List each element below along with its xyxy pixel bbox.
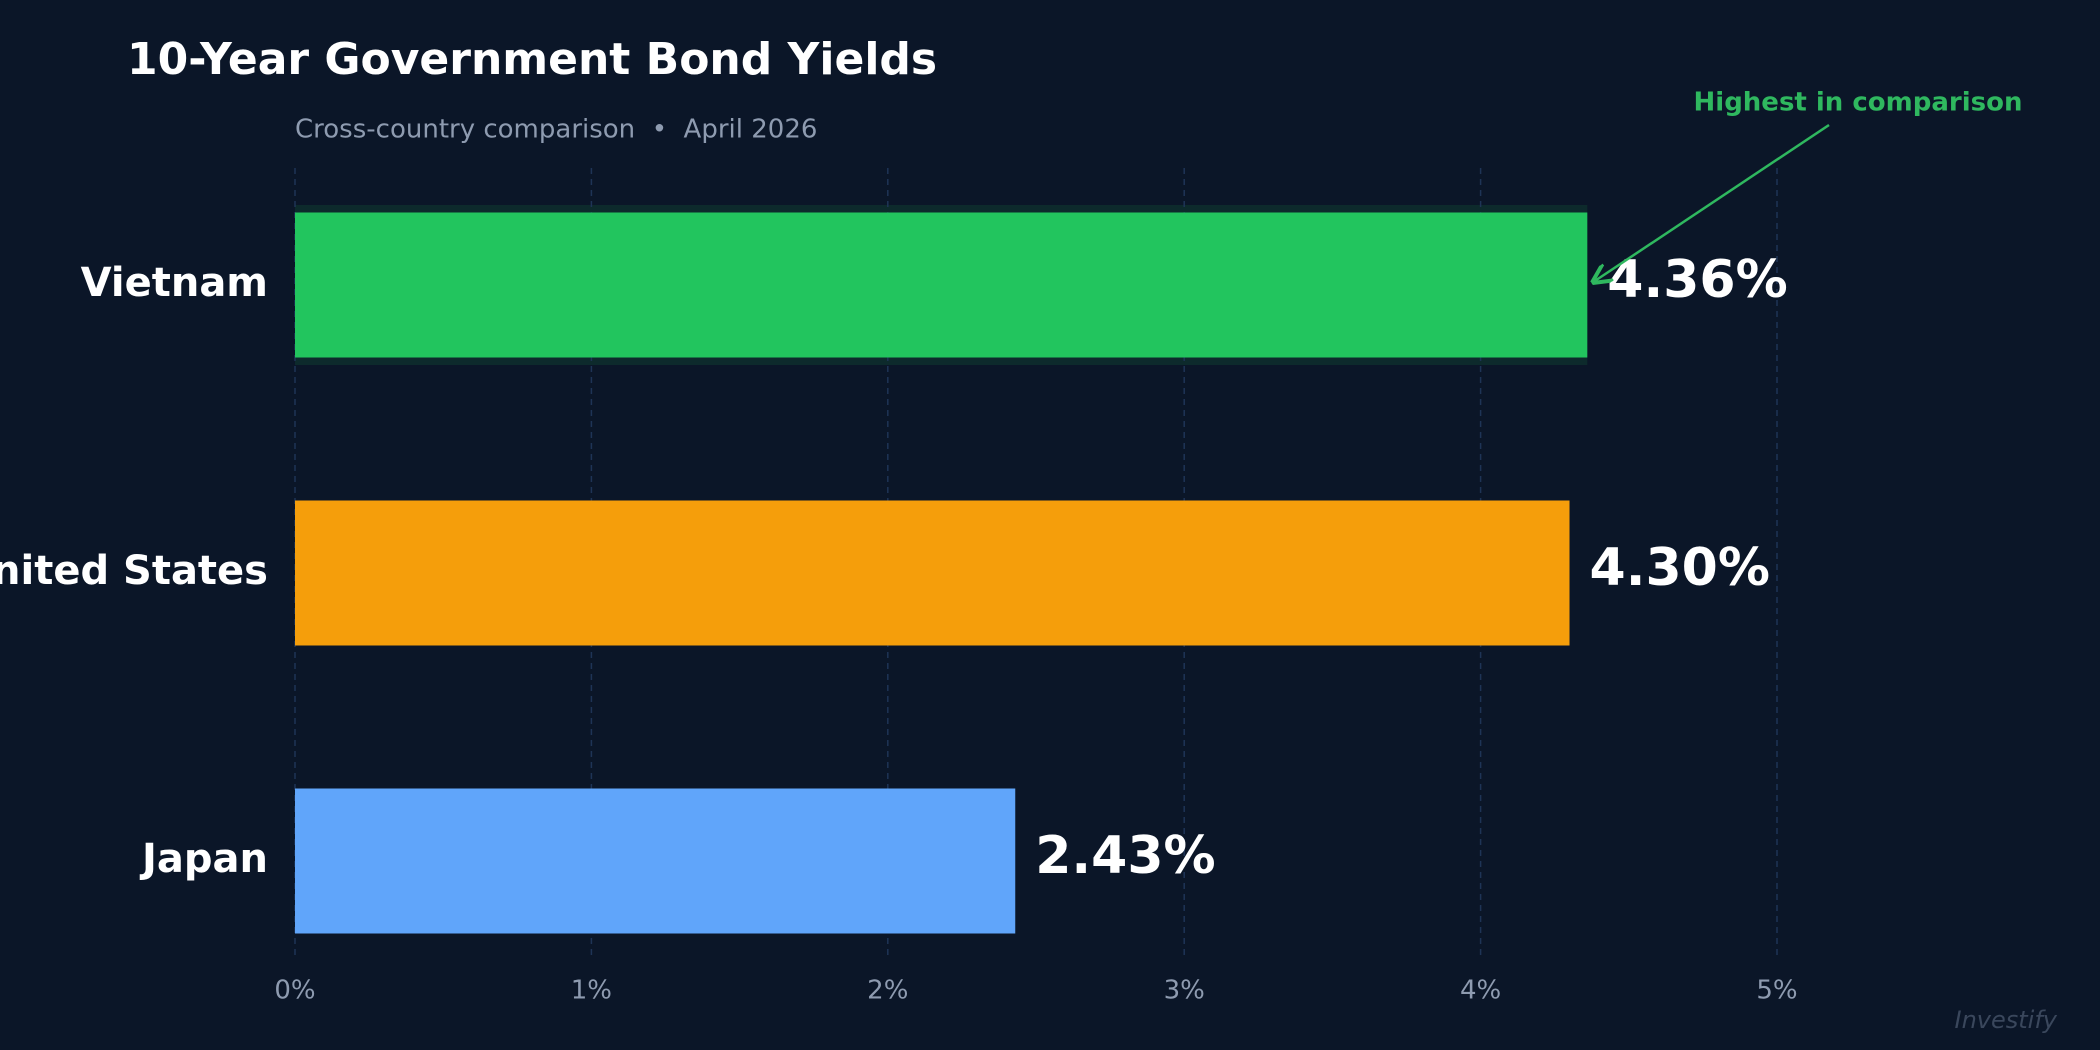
- x-tick-label: 5%: [1756, 976, 1797, 1006]
- x-tick-label: 4%: [1460, 976, 1501, 1006]
- bar: [295, 788, 1016, 934]
- category-label: United States: [0, 548, 268, 594]
- value-label: 4.36%: [1607, 250, 1787, 310]
- x-tick-label: 1%: [571, 976, 612, 1006]
- value-label: 4.30%: [1590, 538, 1770, 598]
- watermark: Investify: [1955, 1006, 2058, 1034]
- annotation-text: Highest in comparison: [1694, 88, 2023, 118]
- x-tick-label: 2%: [867, 976, 908, 1006]
- x-tick-label: 0%: [274, 976, 315, 1006]
- annotation-arrow: [1593, 123, 1830, 282]
- chart-subtitle: Cross-country comparison • April 2026: [295, 115, 817, 145]
- x-tick-label: 3%: [1164, 976, 1205, 1006]
- bar: [295, 500, 1570, 646]
- bar: [295, 212, 1588, 358]
- value-label: 2.43%: [1035, 826, 1215, 886]
- category-label: Japan: [139, 836, 268, 882]
- chart-title: 10-Year Government Bond Yields: [127, 34, 937, 85]
- category-label: Vietnam: [81, 260, 268, 306]
